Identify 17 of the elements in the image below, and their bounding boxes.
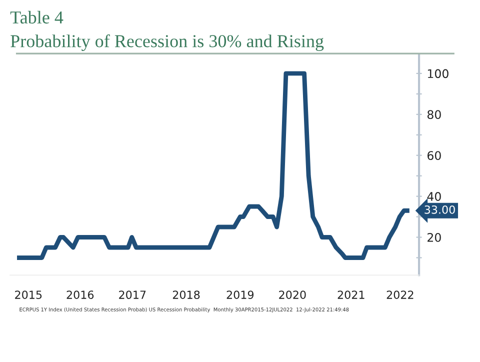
x-tick-label: 2016: [66, 290, 94, 299]
x-tick-label: 2017: [119, 290, 146, 299]
y-tick-label: 60: [428, 151, 441, 160]
x-tick-label: 2020: [279, 290, 306, 299]
x-tick-label: 2015: [15, 290, 42, 299]
line-series: [17, 71, 410, 260]
y-tick-label: 20: [428, 232, 441, 242]
y-tick-label: 40: [427, 192, 441, 201]
chart-title: Table 4: [10, 10, 64, 24]
x-tick-label: 2018: [172, 290, 200, 299]
annotation: 33.00: [424, 205, 455, 214]
x-tick-label: 2019: [226, 290, 254, 299]
y-tick-label: 100: [428, 69, 448, 78]
chart-subtitle: Probability of Recession is 30% and Rising: [10, 34, 324, 51]
x-tick-label: 2021: [338, 290, 364, 299]
x-tick-label: 2022: [386, 290, 414, 299]
y-tick-label: 80: [427, 110, 441, 120]
